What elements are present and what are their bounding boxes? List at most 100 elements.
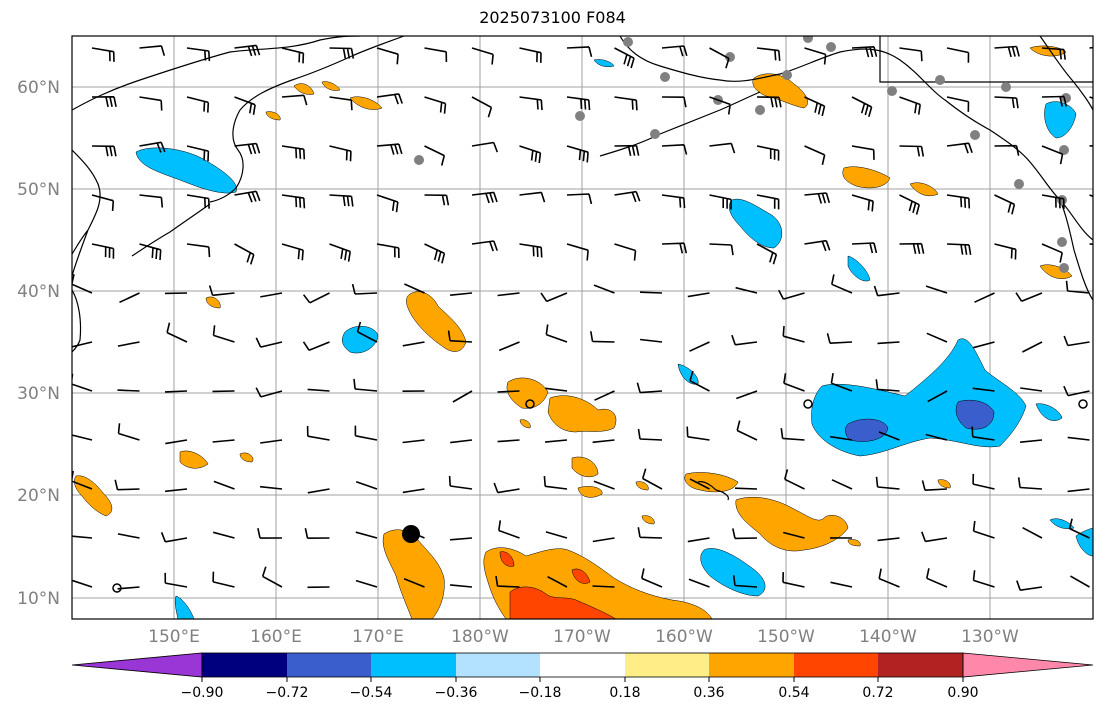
wind-barb [452,390,473,403]
wind-barb [497,292,520,297]
calm-marker [525,399,535,409]
wind-barb [307,488,330,494]
wind-barb [851,242,878,254]
wind-barb [688,578,710,588]
wind-barb [732,528,758,540]
wind-barb [899,96,921,115]
coastline-kuril [131,203,211,257]
wind-barb [640,338,663,343]
wind-barb [1065,280,1090,294]
wind-barb [639,291,663,294]
wind-barb [971,426,995,441]
contour-positive [937,479,951,489]
wind-barb [260,292,283,298]
wind-barb [497,390,520,393]
wind-barb [804,145,826,165]
wind-barb [592,439,615,444]
wind-barb [1020,439,1043,443]
wind-barb [139,96,163,111]
wind-barb [302,341,330,352]
wind-barb [448,475,473,490]
wind-barb [329,145,352,162]
contour-negative [342,325,379,354]
contour-positive [1039,264,1073,279]
wind-barb [777,289,805,300]
wind-barb [72,341,93,348]
wind-barb [614,243,637,261]
wind-barb [689,370,710,392]
lat-label: 30°N [17,384,60,404]
wind-barb [946,47,970,63]
wind-barb [519,96,543,111]
station-marker [1001,82,1011,92]
station-marker [660,72,670,82]
wind-barb [899,145,925,157]
contour-positive [321,81,341,91]
station-marker [1059,263,1069,273]
wind-barb [614,96,638,111]
contour-positive [547,395,617,433]
wind-barb [160,532,188,543]
wind-barb [1041,47,1066,60]
lon-label: 160°E [250,627,302,647]
wind-barb [994,194,1016,215]
wind-barb [186,243,211,258]
wind-barb [114,479,140,491]
wind-barb [1016,580,1043,591]
wind-barb [592,537,615,543]
wind-barb [1067,488,1090,493]
wind-barb [877,341,900,345]
contour-positive [684,472,739,493]
station-marker [1057,237,1067,247]
border-alaska-canada [879,36,1093,83]
wind-barb [851,194,874,212]
wind-barb [139,194,164,208]
wind-barb [593,480,615,490]
wind-barb [212,531,235,539]
wind-barb [117,533,140,539]
coastline-kamchatka [209,36,405,203]
wind-barb [234,96,256,115]
wind-barb [260,485,283,490]
wind-barb [471,191,498,204]
lon-label: 130°W [961,627,1019,647]
wind-barb [783,373,805,392]
wind-barb [831,479,853,490]
wind-barb [545,531,568,539]
coastline-japan-south [72,289,82,353]
wind-barb [734,487,758,490]
wind-barb [329,96,353,111]
wind-barb [614,144,640,156]
wind-barb [972,570,995,588]
station-marker [414,155,424,165]
wind-barb [1063,385,1090,397]
wind-barb [1020,387,1043,392]
contour-positive [847,539,861,547]
wind-barb [732,575,758,588]
station-marker [650,129,660,139]
contour-negative [729,198,782,249]
wind-barb [255,387,283,398]
wind-barb [91,194,115,211]
wind-barb [402,439,425,444]
wind-barb [234,44,261,57]
wind-barb [117,389,140,392]
colorbar-tick-label: 0.54 [778,685,809,701]
wind-barb [804,239,831,252]
colorbar-tick-label: −0.54 [350,685,393,701]
wind-barb [91,47,115,62]
contour-negative [955,399,995,430]
colorbar-tick-label: −0.72 [266,685,309,701]
wind-barb [165,488,188,493]
contour-negative [847,255,871,282]
wind-barb [450,439,473,444]
wind-barb [498,341,520,352]
wind-barb [804,96,826,117]
wind-barb [471,47,494,65]
wind-barb [376,93,403,105]
wind-barb [877,537,900,542]
wind-barb [1041,95,1067,107]
wind-barb [946,243,972,256]
wind-barb [851,46,878,58]
station-markers [414,36,1071,273]
